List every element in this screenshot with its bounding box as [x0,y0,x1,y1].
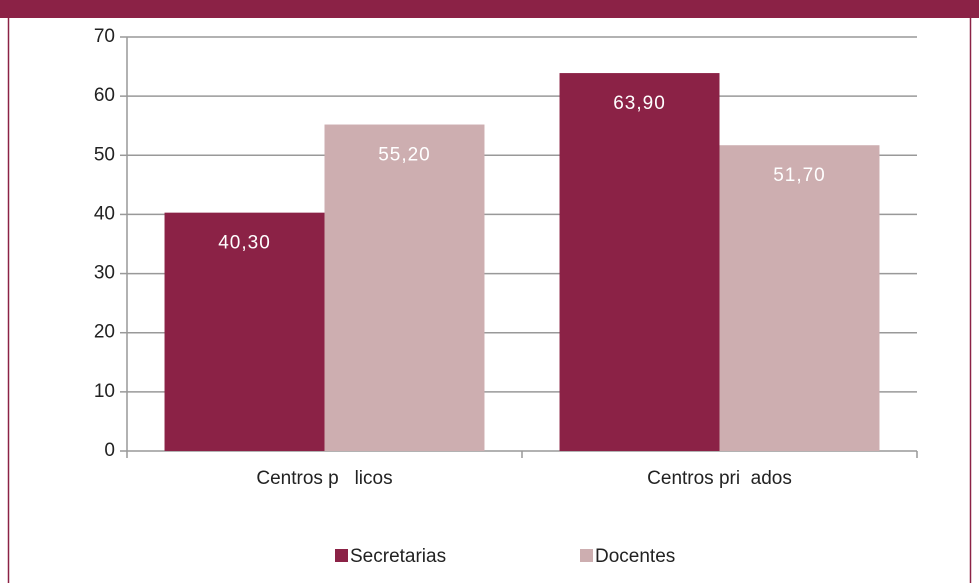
legend-label: Secretarias [350,546,446,567]
x-tick-label: Centros p licos [256,468,392,489]
bar [559,73,720,451]
value-label: 51,70 [773,165,826,186]
legend-swatch [580,549,593,562]
header-band [0,0,979,18]
y-tick-label: 0 [104,440,115,461]
y-tick-label: 20 [94,322,115,343]
bar [324,124,485,451]
y-tick-label: 40 [94,203,115,224]
y-tick-label: 50 [94,144,115,165]
bar [164,212,325,451]
y-tick-label: 60 [94,85,115,106]
y-tick-label: 10 [94,381,115,402]
y-tick-label: 30 [94,263,115,284]
bar [719,145,880,451]
value-label: 63,90 [613,93,666,114]
legend-label: Docentes [595,546,675,567]
x-tick-label: Centros pri ados [647,468,792,489]
y-tick-label: 70 [94,26,115,47]
value-label: 55,20 [378,145,431,166]
value-label: 40,30 [218,233,271,254]
legend-swatch [335,549,348,562]
